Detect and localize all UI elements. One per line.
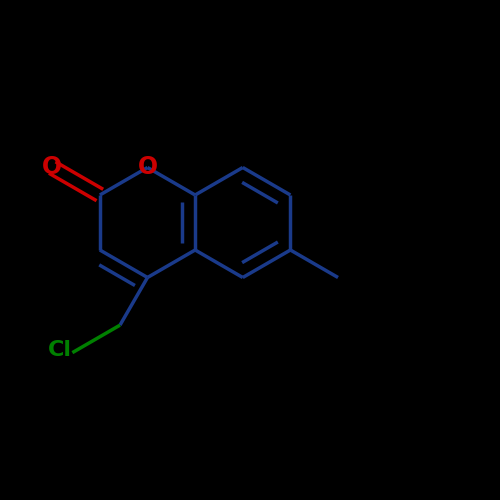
Text: Cl: Cl — [48, 340, 72, 360]
Text: O: O — [138, 156, 158, 180]
Text: O: O — [42, 156, 62, 180]
